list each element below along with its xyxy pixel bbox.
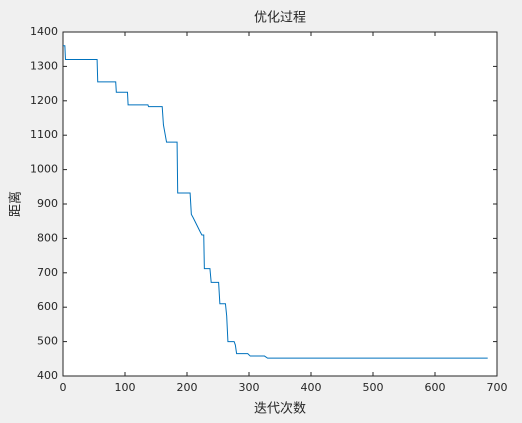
y-axis-label: 距离 (8, 191, 24, 217)
y-tick-label: 1400 (30, 25, 58, 38)
axes-box (62, 31, 498, 377)
y-tick-label: 800 (37, 231, 58, 244)
y-tick-label: 1200 (30, 94, 58, 107)
y-tick-label: 600 (37, 300, 58, 313)
y-tick-label: 1000 (30, 163, 58, 176)
x-tick-label: 700 (487, 381, 508, 394)
x-tick-label: 600 (425, 381, 446, 394)
x-axis-label: 迭代次数 (254, 401, 306, 417)
data-line (63, 45, 488, 359)
y-tick-label: 500 (37, 335, 58, 348)
x-tick-label: 500 (363, 381, 384, 394)
y-tick-label: 1300 (30, 59, 58, 72)
x-tick-label: 400 (301, 381, 322, 394)
y-tick-label: 1100 (30, 128, 58, 141)
y-tick-label: 900 (37, 197, 58, 210)
x-tick-label: 200 (177, 381, 198, 394)
chart-title: 优化过程 (254, 11, 306, 26)
x-tick-label: 300 (239, 381, 260, 394)
y-tick-label: 700 (37, 266, 58, 279)
x-tick-label: 0 (60, 381, 67, 394)
y-tick-label: 400 (37, 369, 58, 382)
x-tick-label: 100 (115, 381, 136, 394)
